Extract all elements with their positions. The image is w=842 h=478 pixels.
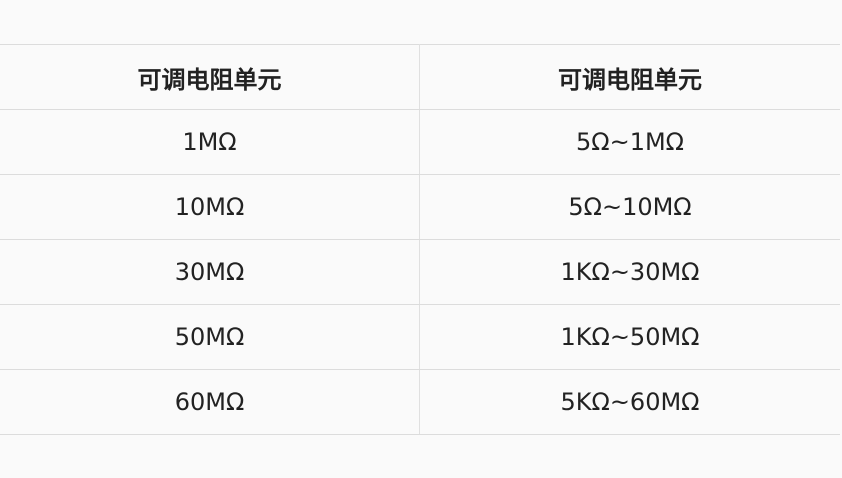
table-cell: 60MΩ	[0, 369, 420, 435]
table-header-row: 可调电阻单元 可调电阻单元	[0, 44, 840, 110]
table-cell: 1KΩ~30MΩ	[419, 239, 840, 305]
table-row: 60MΩ 5KΩ~60MΩ	[0, 369, 840, 435]
table-row: 30MΩ 1KΩ~30MΩ	[0, 239, 840, 305]
table-row: 50MΩ 1KΩ~50MΩ	[0, 304, 840, 370]
table-cell: 10MΩ	[0, 174, 420, 240]
table-cell: 5Ω~1MΩ	[419, 109, 840, 175]
resistance-table: 可调电阻单元 可调电阻单元 1MΩ 5Ω~1MΩ 10MΩ 5Ω~10MΩ 30…	[0, 44, 840, 435]
table-cell: 1MΩ	[0, 109, 420, 175]
table-cell: 50MΩ	[0, 304, 420, 370]
table-cell: 30MΩ	[0, 239, 420, 305]
column-header: 可调电阻单元	[0, 44, 420, 110]
table-row: 10MΩ 5Ω~10MΩ	[0, 174, 840, 240]
table-cell: 5Ω~10MΩ	[419, 174, 840, 240]
table-row: 1MΩ 5Ω~1MΩ	[0, 109, 840, 175]
table-cell: 1KΩ~50MΩ	[419, 304, 840, 370]
table-cell: 5KΩ~60MΩ	[419, 369, 840, 435]
column-header: 可调电阻单元	[419, 44, 840, 110]
